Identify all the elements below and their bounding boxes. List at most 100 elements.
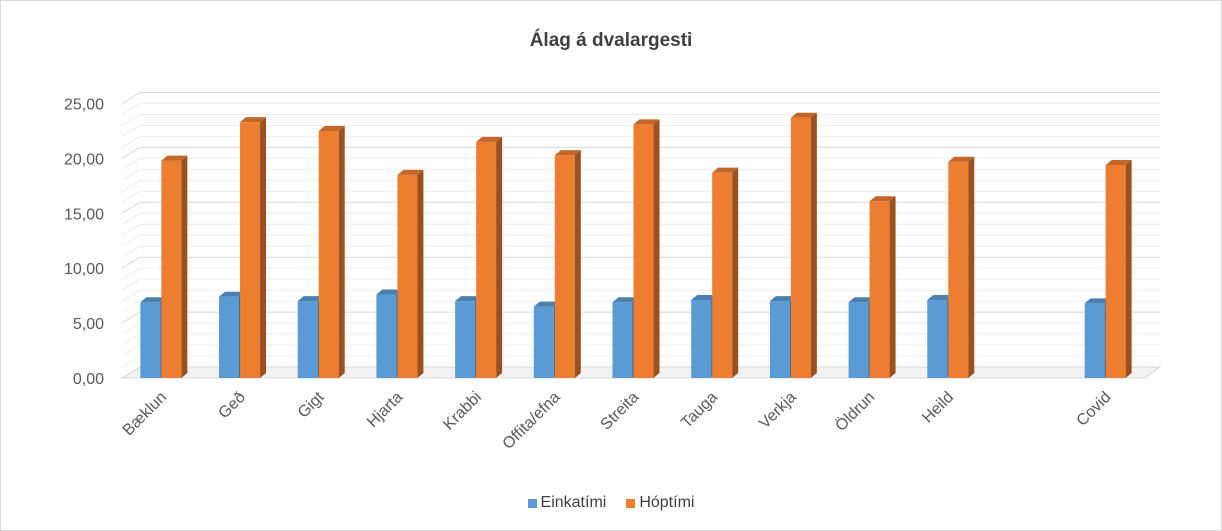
bar-hoptimi <box>318 125 345 378</box>
bar-front <box>848 302 869 378</box>
gridline-depth <box>121 212 141 225</box>
plot-area: 0,00 5,00 10,00 15,00 20,00 25,00 Bæklun Geð Gi… <box>64 92 1162 453</box>
bar-front <box>612 302 633 378</box>
bar-top <box>869 196 896 202</box>
bar-front <box>533 306 554 378</box>
gridline-depth <box>121 146 141 159</box>
bar-side <box>417 169 424 378</box>
legend: Einkatími Hóptími <box>0 494 1222 512</box>
bar-front <box>240 122 261 378</box>
y-tick-label: 15,00 <box>64 206 104 223</box>
gridline-depth <box>121 311 141 324</box>
bar-front <box>1084 303 1105 378</box>
gridline-depth <box>121 179 141 192</box>
gridline-depth <box>121 190 141 203</box>
gridline-depth <box>121 333 141 346</box>
bar-front <box>948 161 969 378</box>
x-tick-label: Covid <box>1074 389 1115 430</box>
bar-front <box>161 160 182 378</box>
x-tick-label: Tauga <box>678 389 721 432</box>
bar-top <box>612 297 639 303</box>
bar-front <box>376 294 397 378</box>
gridline-depth <box>121 92 141 104</box>
gridline-depth <box>121 125 141 137</box>
bar-top <box>318 125 345 131</box>
bar-side <box>574 150 581 378</box>
bar-top <box>633 119 660 125</box>
bar-hoptimi <box>161 155 188 378</box>
gridline-depth <box>121 201 141 214</box>
gridline-depth <box>121 234 141 247</box>
bar-hoptimi <box>476 136 503 378</box>
legend-item-einkatimi: Einkatími <box>527 494 607 512</box>
bar-front <box>769 301 790 378</box>
y-tick-label: 0,00 <box>73 371 104 388</box>
x-tick-label: Heild <box>919 389 957 427</box>
bar-hoptimi <box>869 196 896 378</box>
legend-swatch-einkatimi <box>527 498 537 508</box>
gridline-depth <box>121 114 141 126</box>
y-axis: 0,00 5,00 10,00 15,00 20,00 25,00 <box>64 97 104 389</box>
x-tick-label: Krabbi <box>440 389 485 434</box>
y-tick-label: 25,00 <box>64 97 104 114</box>
chart-title: Álag á dvalargesti <box>529 30 693 51</box>
bar-top <box>790 112 817 118</box>
bar-top <box>455 296 482 302</box>
bar-hoptimi <box>790 112 817 379</box>
x-tick-label: Bæklun <box>120 389 170 439</box>
x-tick-label: Öldrun <box>832 388 879 435</box>
bar-hoptimi <box>240 117 267 378</box>
bar-side <box>968 156 975 378</box>
bar-top <box>219 291 246 297</box>
legend-label-einkatimi: Einkatími <box>540 494 607 511</box>
bar-front <box>476 141 497 378</box>
bar-side <box>810 112 817 379</box>
gridline-depth <box>121 256 141 269</box>
legend-swatch-hoptimi <box>626 498 636 508</box>
bar-top <box>297 296 324 302</box>
gridline-depth <box>121 223 141 236</box>
bar-top <box>161 155 188 161</box>
bar-hoptimi <box>948 156 975 378</box>
legend-label-hoptimi: Hóptími <box>639 494 695 511</box>
bar-hoptimi <box>397 169 424 378</box>
legend-item-hoptimi: Hóptími <box>626 494 694 512</box>
x-tick-label: Hjarta <box>364 389 406 431</box>
gridline-depth <box>121 278 141 291</box>
y-tick-label: 20,00 <box>64 151 104 168</box>
bar-top <box>476 136 503 142</box>
y-tick-label: 10,00 <box>64 261 104 278</box>
bar-hoptimi <box>712 167 739 378</box>
bar-top <box>140 297 167 303</box>
bar-side <box>889 196 896 378</box>
x-axis: Bæklun Geð Gigt Hjarta Krabbi Offita/efna Stre… <box>120 388 1115 453</box>
x-tick-label: Geð <box>215 389 248 422</box>
bar-front <box>691 300 712 378</box>
bar-side <box>653 119 660 378</box>
bars <box>140 112 1132 379</box>
gridline-depth <box>121 135 141 148</box>
gridline-depth <box>121 322 141 335</box>
y-tick-label: 5,00 <box>73 316 104 333</box>
bar-front <box>455 301 476 378</box>
gridline-depth <box>121 103 141 115</box>
x-tick-label: Streita <box>598 389 643 434</box>
gridline-depth <box>121 355 141 368</box>
bar-side <box>181 155 188 378</box>
bar-front <box>1105 164 1126 378</box>
x-tick-label: Offita/efna <box>500 389 564 453</box>
bar-top <box>376 289 403 295</box>
gridline-depth <box>121 157 141 170</box>
bar-hoptimi <box>1105 159 1132 378</box>
bar-hoptimi <box>633 119 660 378</box>
bar-side <box>496 136 503 378</box>
bar-top <box>240 117 267 123</box>
bar-front <box>790 117 811 379</box>
bar-side <box>732 167 739 378</box>
bar-side <box>1125 159 1132 378</box>
bar-front <box>318 130 339 378</box>
bar-top <box>397 169 424 175</box>
bar-side <box>338 125 345 378</box>
bar-top <box>712 167 739 173</box>
